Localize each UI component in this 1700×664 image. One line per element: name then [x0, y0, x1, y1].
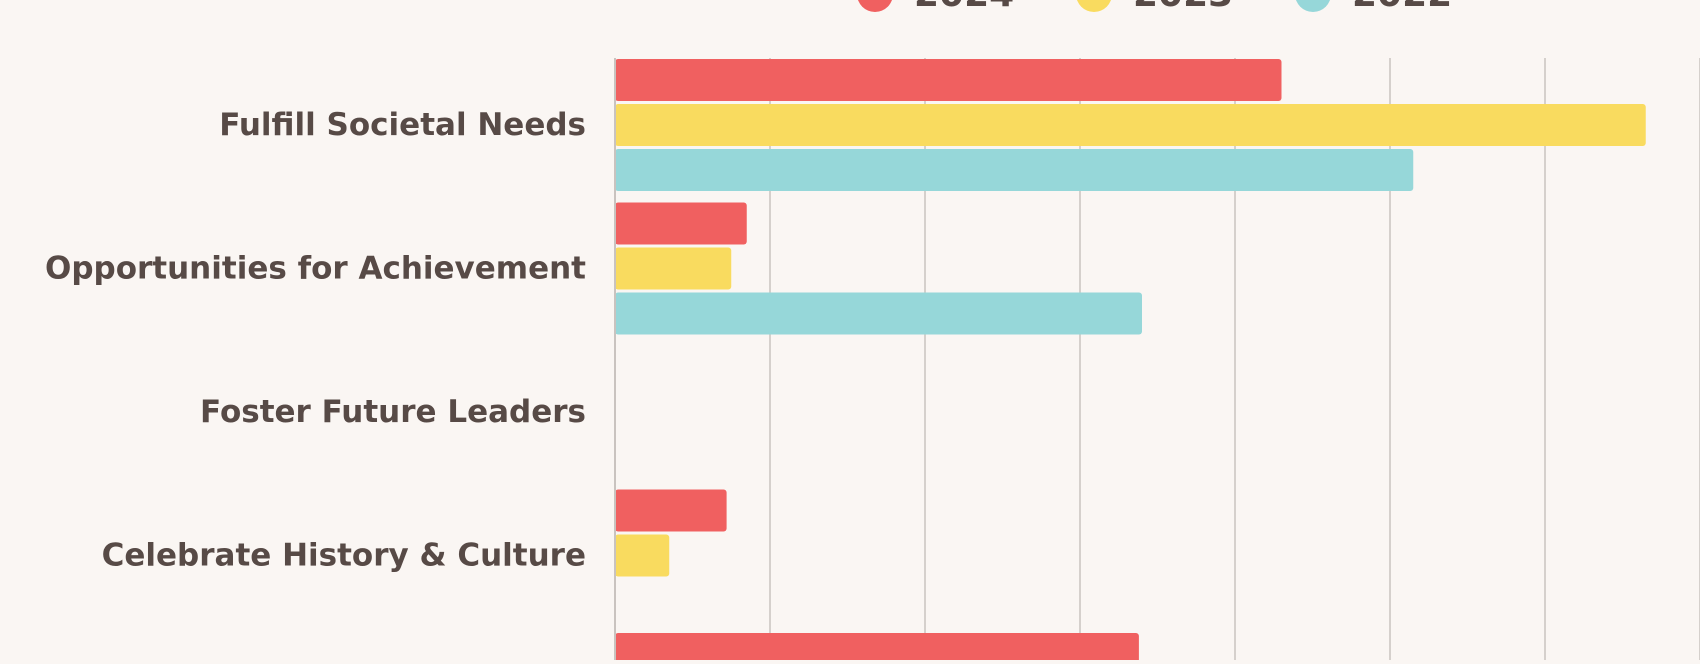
bar-2024-4 [615, 633, 1139, 664]
bars [615, 59, 1646, 664]
category-label: Opportunities for Achievement [45, 251, 586, 287]
bar-2024-1 [615, 202, 747, 245]
gridlines [769, 58, 1700, 660]
legend-swatch-2023 [1077, 0, 1111, 12]
bar-2023-3 [615, 534, 670, 577]
bar-2023-1 [615, 247, 732, 290]
bar-2024-3 [615, 489, 727, 532]
legend: 2024 2023 2022 [858, 0, 1452, 15]
legend-label-2022: 2022 [1352, 0, 1452, 15]
bar-2023-0 [615, 104, 1646, 146]
category-label: Fulfill Societal Needs [219, 107, 586, 143]
category-label: Foster Future Leaders [200, 394, 586, 430]
legend-label-2023: 2023 [1133, 0, 1233, 15]
bar-2022-1 [615, 292, 1142, 335]
legend-swatch-2024 [858, 0, 892, 12]
bar-2024-0 [615, 59, 1282, 101]
legend-label-2024: 2024 [914, 0, 1014, 15]
bar-2022-0 [615, 149, 1414, 191]
category-labels: Fulfill Societal Needs Opportunities for … [45, 107, 586, 574]
category-label: Celebrate History & Culture [102, 538, 586, 574]
legend-swatch-2022 [1296, 0, 1330, 12]
